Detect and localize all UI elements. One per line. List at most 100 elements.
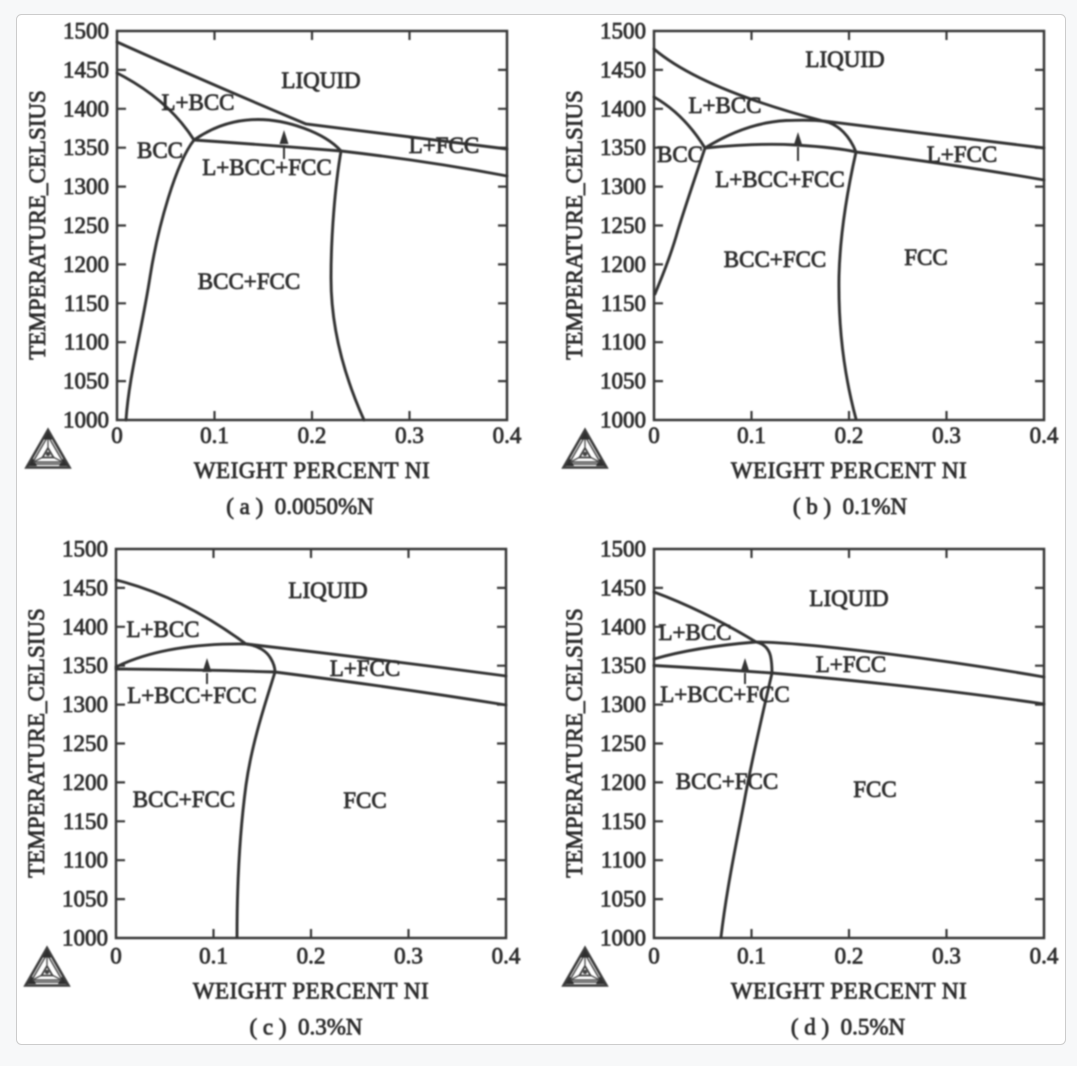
svg-text:0: 0 <box>111 423 123 448</box>
svg-text:1450: 1450 <box>600 575 646 600</box>
svg-text:TEMPERATURE_CELSIUS: TEMPERATURE_CELSIUS <box>562 90 587 360</box>
svg-text:0.4: 0.4 <box>1030 423 1059 448</box>
svg-text:0.1: 0.1 <box>737 423 766 448</box>
svg-text:0: 0 <box>648 944 660 969</box>
svg-text:WEIGHT PERCENT NI: WEIGHT PERCENT NI <box>194 458 430 483</box>
svg-text:1300: 1300 <box>63 174 109 199</box>
svg-text:L+FCC: L+FCC <box>409 133 480 158</box>
svg-text:1050: 1050 <box>62 887 108 912</box>
svg-text:LIQUID: LIQUID <box>805 47 884 72</box>
svg-text:1300: 1300 <box>62 692 108 717</box>
svg-text:L+FCC: L+FCC <box>816 652 887 677</box>
svg-text:FCC: FCC <box>904 245 947 270</box>
svg-text:0.1: 0.1 <box>199 944 228 969</box>
svg-text:1050: 1050 <box>63 369 109 394</box>
svg-text:L+BCC+FCC: L+BCC+FCC <box>715 167 845 192</box>
svg-text:1500: 1500 <box>600 19 646 44</box>
svg-text:FCC: FCC <box>343 788 386 813</box>
svg-text:1000: 1000 <box>600 926 646 951</box>
svg-text:0.2: 0.2 <box>297 944 326 969</box>
svg-text:1100: 1100 <box>64 330 109 355</box>
svg-text:0.4: 0.4 <box>493 423 522 448</box>
svg-text:1000: 1000 <box>62 926 108 951</box>
svg-text:1100: 1100 <box>601 848 646 873</box>
svg-text:0.1: 0.1 <box>737 944 766 969</box>
svg-text:1250: 1250 <box>62 731 108 756</box>
svg-text:( c ) 0.3%N: ( c ) 0.3%N <box>249 1015 362 1040</box>
svg-text:1500: 1500 <box>63 19 109 44</box>
svg-text:1100: 1100 <box>63 848 108 873</box>
svg-text:1300: 1300 <box>600 174 646 199</box>
svg-text:1400: 1400 <box>600 96 646 121</box>
svg-text:0.2: 0.2 <box>835 423 864 448</box>
svg-text:1500: 1500 <box>62 537 108 562</box>
svg-text:1250: 1250 <box>600 731 646 756</box>
svg-text:1100: 1100 <box>601 330 646 355</box>
svg-text:1500: 1500 <box>600 537 646 562</box>
svg-text:TEMPERATURE_CELSIUS: TEMPERATURE_CELSIUS <box>25 90 50 360</box>
svg-text:LIQUID: LIQUID <box>288 578 367 603</box>
svg-text:WEIGHT PERCENT NI: WEIGHT PERCENT NI <box>731 979 967 1004</box>
svg-text:1250: 1250 <box>600 213 646 238</box>
svg-text:1450: 1450 <box>63 57 109 82</box>
svg-text:L+FCC: L+FCC <box>330 656 401 681</box>
svg-text:BCC+FCC: BCC+FCC <box>133 787 235 812</box>
svg-text:1400: 1400 <box>62 614 108 639</box>
svg-text:1050: 1050 <box>600 369 646 394</box>
svg-text:1050: 1050 <box>600 887 646 912</box>
svg-text:0.2: 0.2 <box>835 944 864 969</box>
svg-text:( d ) 0.5%N: ( d ) 0.5%N <box>791 1015 906 1040</box>
svg-text:TEMPERATURE_CELSIUS: TEMPERATURE_CELSIUS <box>24 608 49 878</box>
svg-text:0.2: 0.2 <box>298 423 327 448</box>
svg-text:L+BCC: L+BCC <box>688 93 761 118</box>
svg-text:L+BCC+FCC: L+BCC+FCC <box>127 683 257 708</box>
svg-text:1200: 1200 <box>63 252 109 277</box>
svg-text:1350: 1350 <box>600 653 646 678</box>
svg-text:1450: 1450 <box>600 57 646 82</box>
svg-text:L+FCC: L+FCC <box>927 142 998 167</box>
svg-text:0.4: 0.4 <box>1030 944 1059 969</box>
svg-text:0.3: 0.3 <box>394 944 423 969</box>
svg-text:0: 0 <box>648 423 660 448</box>
svg-text:1150: 1150 <box>64 291 109 316</box>
svg-text:WEIGHT PERCENT NI: WEIGHT PERCENT NI <box>193 979 429 1004</box>
svg-text:1200: 1200 <box>62 770 108 795</box>
svg-text:1350: 1350 <box>63 135 109 160</box>
svg-text:L+BCC+FCC: L+BCC+FCC <box>202 155 332 180</box>
svg-text:1300: 1300 <box>600 692 646 717</box>
svg-text:BCC: BCC <box>657 142 703 167</box>
svg-text:0.3: 0.3 <box>932 944 961 969</box>
svg-text:( a ) 0.0050%N: ( a ) 0.0050%N <box>226 494 374 519</box>
svg-text:1350: 1350 <box>600 135 646 160</box>
svg-text:1450: 1450 <box>62 575 108 600</box>
svg-text:0.3: 0.3 <box>395 423 424 448</box>
svg-text:BCC+FCC: BCC+FCC <box>676 769 778 794</box>
svg-text:0: 0 <box>110 944 122 969</box>
svg-text:BCC+FCC: BCC+FCC <box>198 269 300 294</box>
svg-text:LIQUID: LIQUID <box>281 68 360 93</box>
svg-text:L+BCC: L+BCC <box>126 617 199 642</box>
svg-text:0.1: 0.1 <box>200 423 229 448</box>
svg-text:1350: 1350 <box>62 653 108 678</box>
svg-text:1400: 1400 <box>600 614 646 639</box>
svg-text:FCC: FCC <box>853 777 896 802</box>
svg-text:1250: 1250 <box>63 213 109 238</box>
svg-text:( b ) 0.1%N: ( b ) 0.1%N <box>793 494 908 519</box>
svg-text:0.3: 0.3 <box>932 423 961 448</box>
svg-text:1000: 1000 <box>600 408 646 433</box>
svg-text:1200: 1200 <box>600 252 646 277</box>
svg-text:L+BCC+FCC: L+BCC+FCC <box>660 682 790 707</box>
svg-text:1000: 1000 <box>63 408 109 433</box>
svg-text:1200: 1200 <box>600 770 646 795</box>
svg-text:WEIGHT PERCENT NI: WEIGHT PERCENT NI <box>731 458 967 483</box>
svg-text:L+BCC: L+BCC <box>658 620 731 645</box>
svg-text:TEMPERATURE_CELSIUS: TEMPERATURE_CELSIUS <box>562 608 587 878</box>
svg-text:BCC: BCC <box>137 138 183 163</box>
svg-text:1150: 1150 <box>63 809 108 834</box>
svg-text:LIQUID: LIQUID <box>809 586 888 611</box>
svg-text:L+BCC: L+BCC <box>161 90 234 115</box>
svg-text:1150: 1150 <box>601 291 646 316</box>
svg-text:BCC+FCC: BCC+FCC <box>724 247 826 272</box>
svg-text:1400: 1400 <box>63 96 109 121</box>
svg-text:0.4: 0.4 <box>492 944 521 969</box>
